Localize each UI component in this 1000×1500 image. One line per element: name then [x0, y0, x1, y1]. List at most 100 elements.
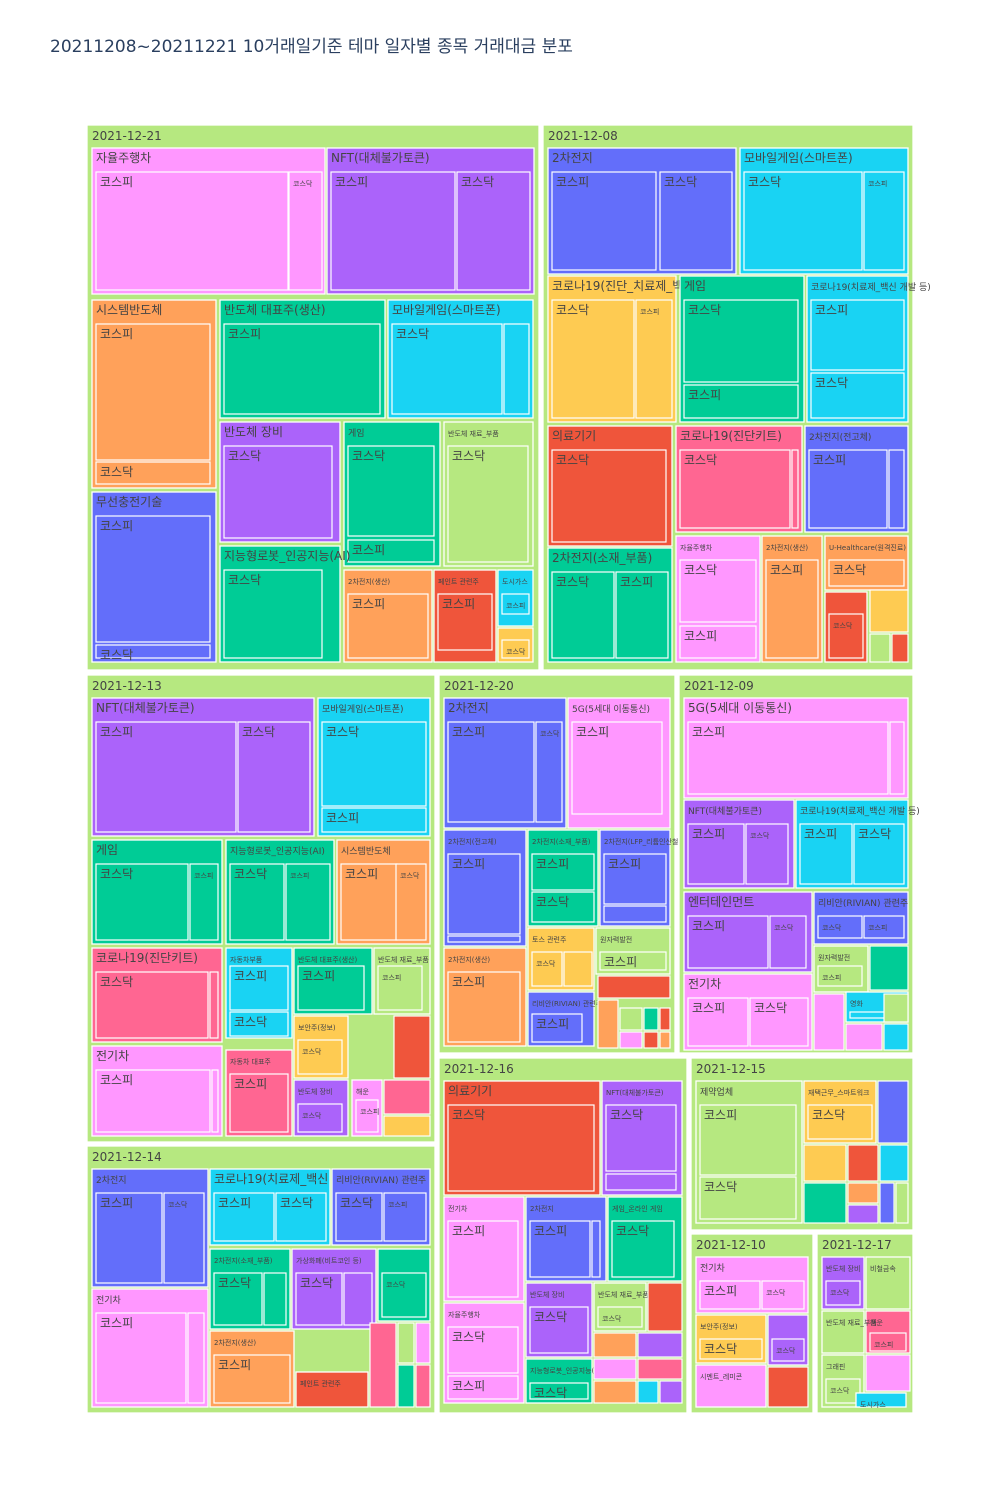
market-tile[interactable]: [95, 863, 189, 941]
market-tile[interactable]: [447, 445, 529, 563]
market-tile[interactable]: [321, 721, 427, 807]
market-tile[interactable]: [551, 571, 615, 659]
theme-tile[interactable]: [865, 1256, 911, 1310]
minor-theme-tile[interactable]: [397, 1322, 415, 1364]
minor-theme-tile[interactable]: [883, 993, 909, 1023]
market-tile[interactable]: [447, 721, 535, 823]
market-tile[interactable]: [679, 625, 757, 659]
minor-theme-tile[interactable]: [647, 1282, 683, 1332]
market-tile[interactable]: [395, 863, 427, 941]
market-tile[interactable]: [95, 323, 211, 461]
market-tile[interactable]: [501, 593, 530, 615]
market-tile[interactable]: [229, 1011, 289, 1037]
market-tile[interactable]: [95, 461, 211, 485]
market-tile[interactable]: [687, 721, 889, 795]
market-tile[interactable]: [761, 1280, 805, 1310]
market-tile[interactable]: [95, 1069, 211, 1133]
minor-theme-tile[interactable]: [847, 1144, 879, 1182]
minor-theme-tile[interactable]: [593, 1358, 637, 1380]
market-tile[interactable]: [447, 1326, 519, 1374]
minor-theme-tile[interactable]: [659, 1380, 683, 1404]
minor-theme-tile[interactable]: [845, 1023, 883, 1051]
minor-theme-tile[interactable]: [415, 1364, 431, 1408]
market-tile[interactable]: [571, 721, 663, 815]
market-tile[interactable]: [531, 891, 595, 923]
market-tile[interactable]: [377, 965, 423, 1011]
market-tile[interactable]: [288, 171, 323, 291]
market-tile[interactable]: [447, 853, 521, 935]
market-tile[interactable]: [229, 863, 285, 941]
minor-theme-tile[interactable]: [883, 1023, 909, 1051]
market-tile[interactable]: [213, 1192, 275, 1242]
market-tile[interactable]: [810, 299, 905, 371]
market-tile[interactable]: [745, 823, 789, 885]
market-tile[interactable]: [888, 449, 905, 529]
minor-theme-tile[interactable]: [891, 633, 909, 663]
market-tile[interactable]: [699, 1338, 763, 1360]
market-tile[interactable]: [447, 1104, 595, 1192]
minor-theme-tile[interactable]: [847, 1182, 879, 1204]
market-tile[interactable]: [563, 951, 593, 987]
minor-theme-tile[interactable]: [659, 1031, 671, 1049]
market-tile[interactable]: [295, 1272, 343, 1326]
minor-theme-tile[interactable]: [593, 1380, 637, 1404]
minor-theme-tile[interactable]: [597, 999, 619, 1049]
minor-theme-tile[interactable]: [637, 1332, 683, 1358]
market-tile[interactable]: [529, 1306, 589, 1354]
minor-theme-tile[interactable]: [393, 1015, 431, 1079]
market-tile[interactable]: [825, 1280, 861, 1306]
market-tile[interactable]: [456, 171, 531, 291]
market-tile[interactable]: [605, 1173, 677, 1191]
market-tile[interactable]: [285, 863, 331, 941]
market-tile[interactable]: [223, 445, 333, 539]
market-tile[interactable]: [699, 1176, 797, 1220]
market-tile[interactable]: [347, 445, 435, 537]
market-tile[interactable]: [263, 1272, 287, 1326]
market-tile[interactable]: [599, 951, 667, 971]
market-tile[interactable]: [381, 1272, 427, 1318]
market-tile[interactable]: [503, 323, 530, 415]
market-tile[interactable]: [683, 384, 799, 419]
minor-theme-tile[interactable]: [637, 1358, 683, 1380]
market-tile[interactable]: [343, 1272, 373, 1326]
market-tile[interactable]: [95, 721, 237, 833]
market-tile[interactable]: [699, 1104, 797, 1176]
market-tile[interactable]: [95, 1192, 163, 1284]
minor-theme-tile[interactable]: [869, 633, 891, 663]
market-tile[interactable]: [95, 171, 289, 291]
market-tile[interactable]: [531, 951, 563, 987]
minor-theme-tile[interactable]: [659, 1007, 671, 1031]
minor-theme-tile[interactable]: [415, 1322, 431, 1364]
minor-theme-tile[interactable]: [877, 1080, 909, 1144]
market-tile[interactable]: [551, 299, 635, 419]
minor-theme-tile[interactable]: [879, 1144, 909, 1182]
market-tile[interactable]: [95, 515, 211, 643]
market-tile[interactable]: [347, 539, 435, 563]
market-tile[interactable]: [699, 1280, 761, 1310]
market-tile[interactable]: [501, 639, 530, 659]
minor-theme-tile[interactable]: [397, 1364, 415, 1408]
market-tile[interactable]: [391, 323, 503, 415]
market-tile[interactable]: [95, 644, 211, 659]
market-tile[interactable]: [743, 171, 863, 271]
market-tile[interactable]: [213, 1354, 291, 1404]
market-tile[interactable]: [187, 1312, 205, 1404]
minor-theme-tile[interactable]: [869, 589, 909, 633]
market-tile[interactable]: [447, 1220, 519, 1298]
market-tile[interactable]: [615, 571, 669, 659]
market-tile[interactable]: [447, 1375, 519, 1400]
market-tile[interactable]: [223, 569, 323, 659]
market-tile[interactable]: [213, 1272, 263, 1326]
market-tile[interactable]: [275, 1192, 327, 1242]
market-tile[interactable]: [209, 971, 219, 1039]
minor-theme-tile[interactable]: [879, 1182, 895, 1224]
market-tile[interactable]: [531, 853, 595, 891]
market-tile[interactable]: [95, 971, 209, 1039]
